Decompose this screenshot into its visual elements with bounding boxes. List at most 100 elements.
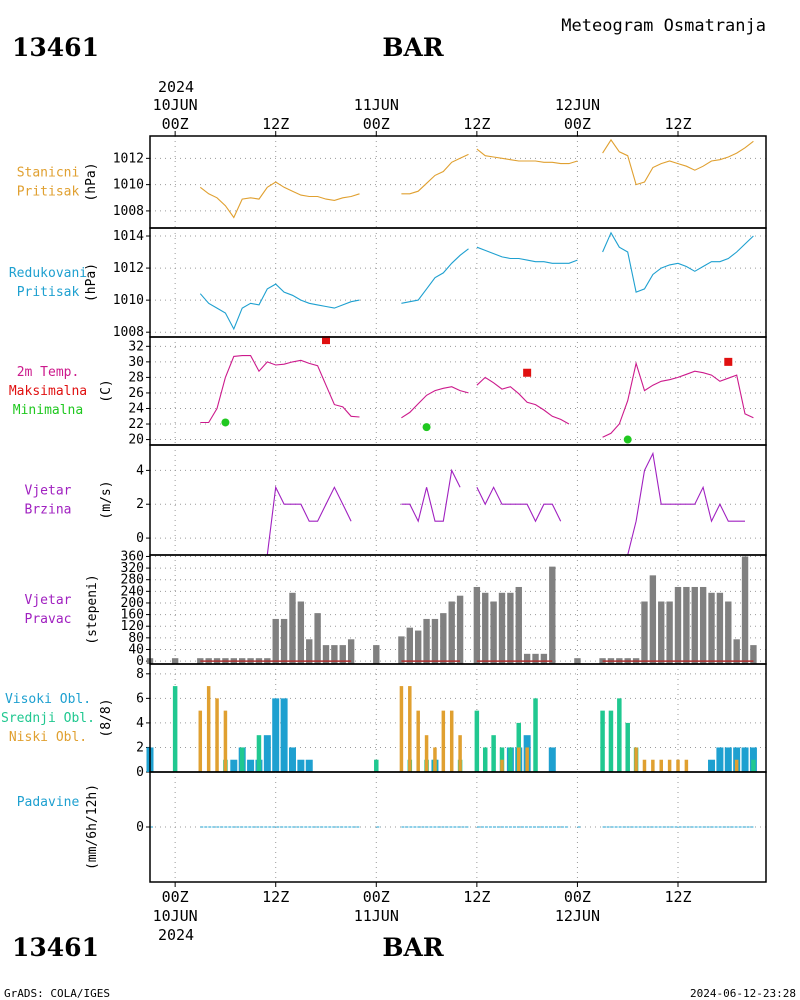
panel-pressure: 1008 1010 1012 (hPa) Stanicni Pritisak xyxy=(17,135,767,229)
series-label: 2m Temp. xyxy=(17,365,80,380)
direction-bar xyxy=(406,627,413,664)
top-tick-label: 12Z xyxy=(262,115,289,133)
cloud-bar xyxy=(684,759,689,772)
direction-bar xyxy=(490,601,497,664)
direction-bar xyxy=(658,601,665,664)
series-label: Stanicni xyxy=(17,166,80,181)
top-tick-label: 00Z xyxy=(162,115,189,133)
reduced-line xyxy=(199,283,360,331)
direction-bar xyxy=(641,601,648,664)
cloud-bar xyxy=(708,759,716,772)
direction-bar xyxy=(280,618,288,664)
y-tick-label: 1008 xyxy=(113,204,144,219)
pressure-line xyxy=(476,148,578,165)
direction-bar xyxy=(733,639,740,664)
series-label: Pravac xyxy=(25,612,72,627)
y-tick-label: 200 xyxy=(121,596,144,611)
y-tick-label: 1008 xyxy=(113,325,144,340)
direction-bar xyxy=(750,645,757,664)
cloud-bar xyxy=(247,759,255,772)
direction-bar xyxy=(272,618,279,664)
y-tick-label: 0 xyxy=(136,820,144,835)
footer-credit: GrADS: COLA/IGES xyxy=(4,987,110,1000)
cloud-bar xyxy=(617,698,622,772)
y-tick-label: 2 xyxy=(136,740,144,755)
y-tick-label: 1014 xyxy=(113,229,144,244)
cloud-bar xyxy=(256,735,262,772)
y-tick-label: 30 xyxy=(128,355,144,370)
panel-frame xyxy=(149,227,767,338)
series-label: Brzina xyxy=(25,503,72,518)
cloud-bar xyxy=(751,759,756,772)
cloud-bar xyxy=(433,747,437,772)
top-tick-label: 00Z xyxy=(564,115,591,133)
direction-bar xyxy=(649,575,657,664)
y-axis-label: (8/8) xyxy=(99,698,114,737)
direction-bar xyxy=(549,566,556,664)
direction-bar xyxy=(507,592,514,664)
bottom-tick-label: 00Z xyxy=(162,888,189,906)
direction-bar xyxy=(347,639,355,664)
min-temp-marker xyxy=(221,418,230,427)
direction-bar xyxy=(473,586,481,664)
direction-bar xyxy=(314,613,321,664)
cloud-bar xyxy=(482,747,488,772)
wind-line xyxy=(602,451,745,556)
series-label: Minimalna xyxy=(13,403,83,418)
y-tick-label: 6 xyxy=(136,691,144,706)
cloud-bar xyxy=(474,710,480,772)
max-temp-marker xyxy=(724,357,733,366)
top-day-label: 10JUN xyxy=(153,96,198,114)
y-tick-label: 160 xyxy=(121,608,144,623)
chart-title: Meteogram Osmatranja xyxy=(561,16,766,36)
cloud-bar xyxy=(305,759,313,772)
y-tick-label: 24 xyxy=(128,401,144,416)
y-tick-label: 360 xyxy=(121,549,144,564)
cloud-bar xyxy=(651,759,655,772)
bottom-tick-label: 00Z xyxy=(564,888,591,906)
series-label: Visoki Obl. xyxy=(5,692,91,707)
reduced-line xyxy=(602,231,754,293)
direction-bar xyxy=(708,592,715,664)
series-label: Pritisak xyxy=(17,185,80,200)
cloud-bar xyxy=(374,759,379,772)
bottom-tick-label: 12Z xyxy=(664,888,691,906)
wind-line xyxy=(401,468,461,523)
footer-timestamp: 2024-06-12-23:28 xyxy=(690,987,796,1000)
bottom-tick-label: 12Z xyxy=(262,888,289,906)
bottom-tick-label: 12Z xyxy=(463,888,490,906)
panel-clouds: 0 2 4 6 8 (8/8) Visoki Obl. Srednji Obl. Niski O… xyxy=(1,663,767,780)
y-axis-label: (m/s) xyxy=(99,480,114,519)
direction-bar xyxy=(666,601,673,664)
temperature-line xyxy=(401,386,469,419)
max-temp-marker xyxy=(523,368,532,377)
bottom-year-label: 2024 xyxy=(158,926,194,944)
direction-bar xyxy=(423,618,430,664)
min-temp-marker xyxy=(623,435,632,444)
direction-bar xyxy=(725,601,732,664)
cloud-bar xyxy=(198,710,203,772)
direction-bar xyxy=(322,645,330,664)
series-label: Pritisak xyxy=(17,285,80,300)
cloud-bar xyxy=(449,710,454,772)
temperature-line xyxy=(476,376,570,425)
y-axis-label: (mm/6h/12h) xyxy=(85,784,100,870)
station-number-bottom: 13461 xyxy=(12,933,99,962)
y-tick-label: 32 xyxy=(128,339,144,354)
series-label: Redukovani xyxy=(9,266,87,281)
direction-bar xyxy=(482,592,489,664)
y-tick-label: 1010 xyxy=(113,178,144,193)
direction-bar xyxy=(373,645,380,664)
station-number-top: 13461 xyxy=(12,33,99,62)
direction-bar xyxy=(532,653,539,664)
direction-bar xyxy=(398,636,405,664)
cloud-bar xyxy=(272,698,280,772)
panel-frame xyxy=(149,135,767,229)
cloud-bar xyxy=(724,747,732,772)
direction-bar xyxy=(440,613,447,664)
cloud-bar xyxy=(634,747,638,772)
y-tick-label: 1012 xyxy=(113,151,144,166)
